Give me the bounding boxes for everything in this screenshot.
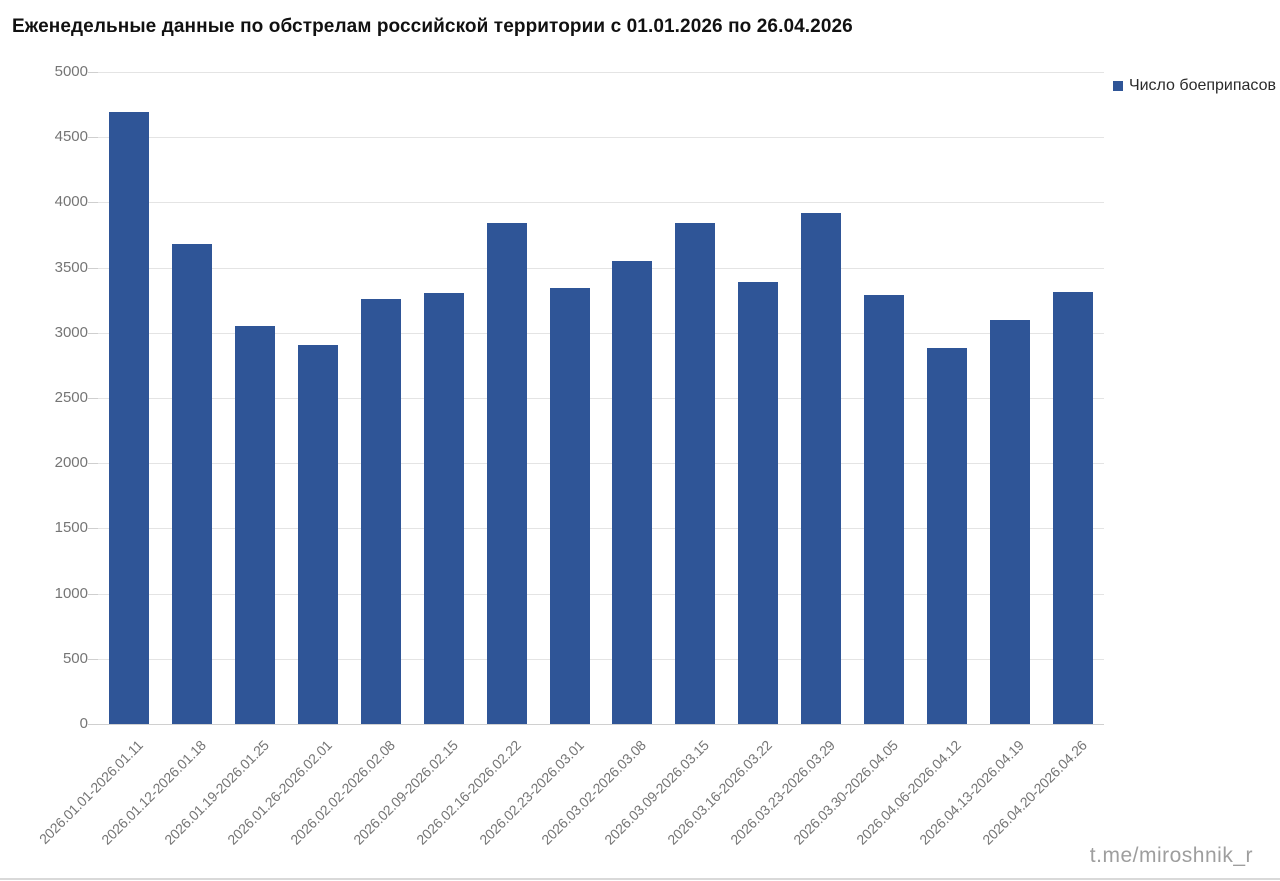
legend-swatch-icon bbox=[1112, 81, 1123, 91]
gridline bbox=[98, 72, 1104, 73]
bar bbox=[298, 345, 338, 724]
x-axis-label: 2026.01.19-2026.01.25 bbox=[161, 737, 273, 848]
bar bbox=[361, 299, 401, 724]
legend-label: Число боеприпасов bbox=[1128, 77, 1276, 94]
bar bbox=[990, 320, 1030, 724]
bar bbox=[172, 244, 212, 724]
y-axis-label: 5000 bbox=[54, 63, 88, 80]
y-axis-tick bbox=[88, 463, 98, 464]
x-axis-label: 2026.03.09-2026.03.15 bbox=[601, 737, 713, 848]
bar bbox=[487, 223, 527, 724]
y-axis-tick bbox=[88, 333, 98, 334]
chart-title: Еженедельные данные по обстрелам российс… bbox=[12, 16, 853, 37]
bar bbox=[864, 295, 904, 724]
x-axis-label: 2026.02.16-2026.02.22 bbox=[413, 737, 525, 848]
bottom-border bbox=[0, 878, 1280, 880]
y-axis-tick bbox=[88, 398, 98, 399]
gridline bbox=[98, 528, 1104, 529]
x-axis-label: 2026.04.20-2026.04.26 bbox=[979, 737, 1091, 848]
x-axis-label: 2026.03.23-2026.03.29 bbox=[727, 737, 839, 848]
x-axis-label: 2026.03.30-2026.04.05 bbox=[790, 737, 902, 848]
legend: Число боеприпасов bbox=[1112, 77, 1276, 95]
x-axis-label: 2026.03.02-2026.03.08 bbox=[538, 737, 650, 848]
y-axis-label: 3000 bbox=[54, 324, 88, 341]
y-axis-label: 4000 bbox=[54, 193, 88, 210]
y-axis-label: 0 bbox=[79, 715, 88, 732]
gridline bbox=[98, 137, 1104, 138]
bar bbox=[612, 261, 652, 724]
y-axis-tick bbox=[88, 659, 98, 660]
bar bbox=[738, 282, 778, 724]
y-axis-tick bbox=[88, 137, 98, 138]
y-axis-tick bbox=[88, 724, 98, 725]
bar bbox=[109, 112, 149, 724]
bar bbox=[424, 293, 464, 724]
x-axis-label: 2026.01.12-2026.01.18 bbox=[98, 737, 210, 848]
x-axis-label: 2026.04.13-2026.04.19 bbox=[916, 737, 1028, 848]
x-axis-label: 2026.02.09-2026.02.15 bbox=[350, 737, 462, 848]
y-axis-label: 2500 bbox=[54, 389, 88, 406]
bar bbox=[550, 288, 590, 724]
y-axis-tick bbox=[88, 528, 98, 529]
gridline bbox=[98, 268, 1104, 269]
y-axis-label: 500 bbox=[62, 650, 88, 667]
bar bbox=[1053, 292, 1093, 724]
gridline bbox=[98, 202, 1104, 203]
gridline bbox=[98, 398, 1104, 399]
y-axis-tick bbox=[88, 202, 98, 203]
bar bbox=[675, 223, 715, 724]
gridline bbox=[98, 333, 1104, 334]
bar bbox=[235, 326, 275, 724]
bar bbox=[801, 213, 841, 724]
y-axis-tick bbox=[88, 72, 98, 73]
gridline bbox=[98, 463, 1104, 464]
y-axis-label: 1500 bbox=[54, 519, 88, 536]
x-axis-label: 2026.02.23-2026.03.01 bbox=[476, 737, 588, 848]
y-axis-label: 4500 bbox=[54, 128, 88, 145]
x-axis-label: 2026.04.06-2026.04.12 bbox=[853, 737, 965, 848]
y-axis-tick bbox=[88, 594, 98, 595]
x-axis-label: 2026.02.02-2026.02.08 bbox=[287, 737, 399, 848]
y-axis-label: 2000 bbox=[54, 454, 88, 471]
watermark-link: t.me/miroshnik_r bbox=[1089, 844, 1253, 867]
y-axis-label: 1000 bbox=[54, 585, 88, 602]
gridline bbox=[98, 724, 1104, 725]
x-axis-label: 2026.03.16-2026.03.22 bbox=[664, 737, 776, 848]
gridline bbox=[98, 594, 1104, 595]
bar bbox=[927, 348, 967, 724]
y-axis-tick bbox=[88, 268, 98, 269]
x-axis-label: 2026.01.01-2026.01.11 bbox=[36, 737, 147, 847]
y-axis-label: 3500 bbox=[54, 259, 88, 276]
gridline bbox=[98, 659, 1104, 660]
x-axis-label: 2026.01.26-2026.02.01 bbox=[224, 737, 336, 848]
